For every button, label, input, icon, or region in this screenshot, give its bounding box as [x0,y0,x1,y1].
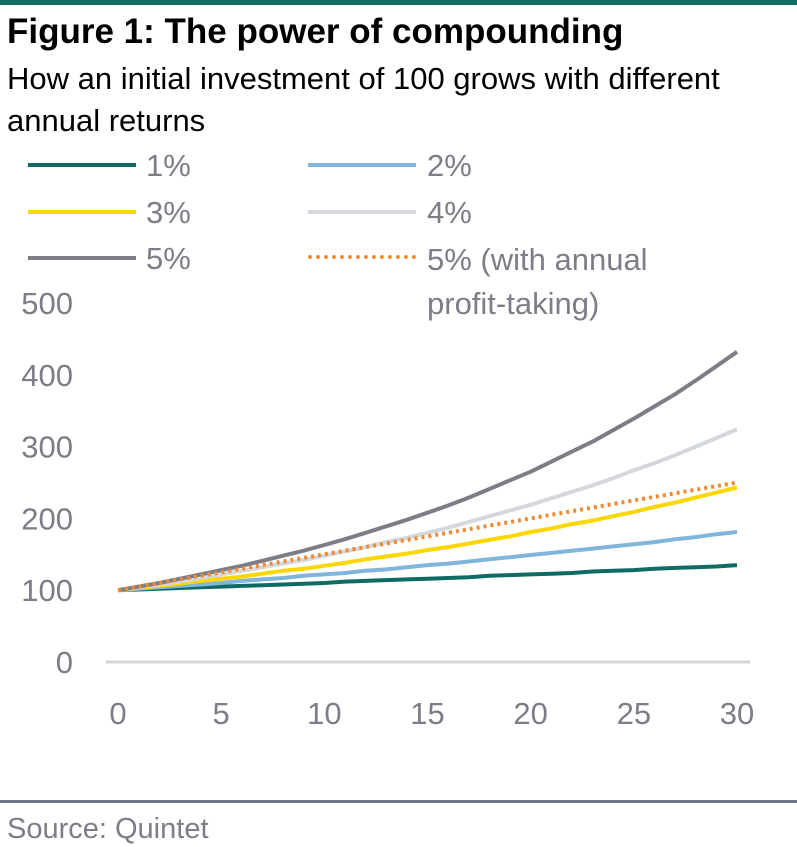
series-line-3 [117,427,738,593]
legend-label-4pct: 4% [427,195,472,230]
legend-swatch-2pct [308,163,416,167]
figure-subtitle: How an initial investment of 100 grows w… [7,61,720,138]
series-lines [117,350,739,593]
line-chart: 0 100 200 300 400 500 0 5 10 15 20 25 30 [21,286,754,731]
figure-title: Figure 1: The power of compounding [7,12,624,51]
legend-swatch-5pct [28,256,136,260]
source-rule [0,800,797,803]
x-tick-label: 25 [617,696,651,731]
x-tick-label: 20 [513,696,547,731]
y-tick-label: 100 [21,573,73,608]
top-rule [0,0,797,5]
y-tick-label: 300 [21,430,73,465]
y-tick-label: 200 [21,501,73,536]
x-tick-label: 5 [213,696,230,731]
x-tick-label: 0 [109,696,126,731]
legend-label-2pct: 2% [427,148,472,183]
legend-label-5pct: 5% [146,241,191,276]
y-tick-label: 400 [21,358,73,393]
series-line-0 [117,563,738,593]
y-tick-label: 0 [56,645,73,680]
series-line-4 [117,350,739,593]
series-line-2 [117,485,738,593]
x-tick-label: 15 [410,696,444,731]
legend-swatch-5pct-profit-taking [308,255,416,259]
x-tick-label: 10 [307,696,341,731]
x-tick-label: 30 [720,696,754,731]
legend-swatch-1pct [28,163,136,167]
y-axis-ticks: 0 100 200 300 400 500 [21,286,73,680]
y-tick-label: 500 [21,286,73,321]
legend-swatch-3pct [28,210,136,214]
legend-label-1pct: 1% [146,148,191,183]
legend-swatch-4pct [308,210,416,214]
chart-legend: 1% 2% 3% 4% 5% 5% (with annual profit-ta… [0,0,797,330]
legend-label-5pct-profit-taking: 5% (with annual profit-taking) [427,242,648,321]
source-note: Source: Quintet [7,813,209,845]
series-line-1 [117,530,738,593]
legend-label-3pct: 3% [146,195,191,230]
x-axis-ticks: 0 5 10 15 20 25 30 [109,696,754,731]
